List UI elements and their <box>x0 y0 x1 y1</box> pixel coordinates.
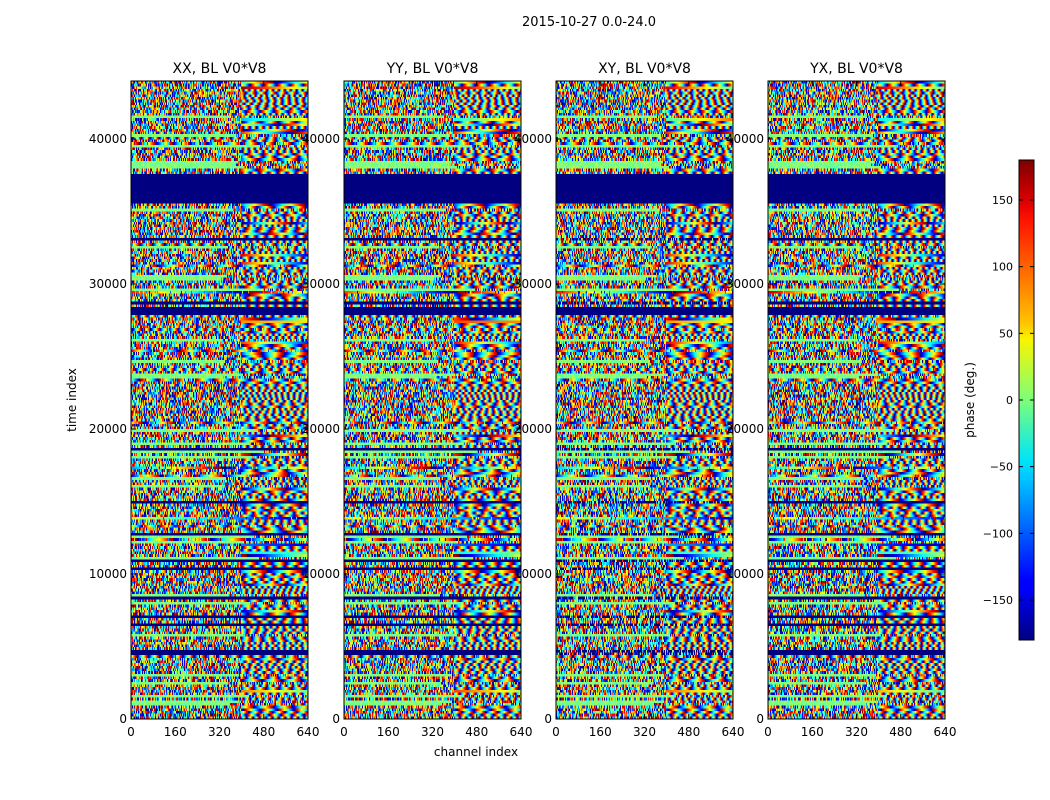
x-tick-label: 320 <box>845 725 868 739</box>
x-tick-label: 320 <box>208 725 231 739</box>
x-tick-label: 160 <box>589 725 612 739</box>
panels-group: XX, BL V0*V8 0 160 320 480 640 0 10000 20000 3000… <box>89 61 957 739</box>
colorbar-tick-label: 0 <box>1006 394 1013 407</box>
colorbar-ticks: −150 −100 −50 0 50 100 150 <box>983 194 1034 607</box>
y-tick-label: 10000 <box>514 567 552 581</box>
x-tick-label: 480 <box>252 725 275 739</box>
x-tick-label: 160 <box>377 725 400 739</box>
y-tick-label: 0 <box>544 712 552 726</box>
y-tick-label: 40000 <box>89 132 127 146</box>
x-tick-label: 480 <box>677 725 700 739</box>
x-tick-label: 640 <box>722 725 745 739</box>
x-tick-label: 480 <box>465 725 488 739</box>
panel-3-heatmap <box>556 81 733 719</box>
y-tick-label: 10000 <box>726 567 764 581</box>
y-tick-label: 40000 <box>726 132 764 146</box>
y-tick-label: 30000 <box>514 277 552 291</box>
y-tick-label: 20000 <box>89 422 127 436</box>
x-tick-label: 320 <box>421 725 444 739</box>
colorbar-tick-label: −50 <box>990 461 1013 474</box>
panel-2: YY, BL V0*V8 0 160 320 480 640 0 10000 20000 3000… <box>302 61 533 739</box>
x-tick-label: 640 <box>934 725 957 739</box>
panel-1: XX, BL V0*V8 0 160 320 480 640 0 10000 20000 3000… <box>89 61 320 739</box>
panel-3: XY, BL V0*V8 0 160 320 480 640 0 10000 20000 3000… <box>514 61 745 739</box>
panel-2-title: YY, BL V0*V8 <box>386 61 479 77</box>
colorbar-tick-label: −100 <box>983 527 1013 540</box>
x-tick-label: 640 <box>297 725 320 739</box>
colorbar-tick-label: −150 <box>983 594 1013 607</box>
y-tick-label: 20000 <box>302 422 340 436</box>
x-tick-label: 0 <box>764 725 772 739</box>
x-tick-label: 320 <box>633 725 656 739</box>
panel-2-heatmap <box>344 81 521 719</box>
y-tick-label: 40000 <box>514 132 552 146</box>
x-tick-label: 0 <box>127 725 135 739</box>
y-tick-label: 40000 <box>302 132 340 146</box>
y-tick-label: 30000 <box>726 277 764 291</box>
panel-1-heatmap <box>131 81 308 719</box>
colorbar: −150 −100 −50 0 50 100 150 phase (deg.) <box>963 159 1035 641</box>
panel-4: YX, BL V0*V8 0 160 320 480 640 0 10000 20000 3000… <box>726 61 957 739</box>
x-tick-label: 480 <box>889 725 912 739</box>
y-tick-label: 30000 <box>89 277 127 291</box>
x-tick-label: 160 <box>164 725 187 739</box>
x-tick-label: 160 <box>801 725 824 739</box>
colorbar-tick-label: 150 <box>992 194 1013 207</box>
panel-4-heatmap <box>768 81 945 719</box>
x-tick-label: 0 <box>340 725 348 739</box>
panel-1-title: XX, BL V0*V8 <box>173 61 267 77</box>
y-tick-label: 0 <box>756 712 764 726</box>
x-axis-label: channel index <box>434 745 518 759</box>
panel-4-title: YX, BL V0*V8 <box>809 61 903 77</box>
y-tick-label: 0 <box>119 712 127 726</box>
colorbar-tick-label: 50 <box>999 327 1013 340</box>
y-tick-label: 20000 <box>514 422 552 436</box>
y-axis-label: time index <box>65 368 79 432</box>
y-tick-label: 10000 <box>302 567 340 581</box>
y-tick-label: 0 <box>332 712 340 726</box>
y-tick-label: 30000 <box>302 277 340 291</box>
figure-suptitle: 2015-10-27 0.0-24.0 <box>522 15 656 30</box>
y-tick-label: 20000 <box>726 422 764 436</box>
x-tick-label: 0 <box>552 725 560 739</box>
y-tick-label: 10000 <box>89 567 127 581</box>
x-tick-label: 640 <box>510 725 533 739</box>
colorbar-label: phase (deg.) <box>963 362 977 438</box>
colorbar-tick-label: 100 <box>992 261 1013 274</box>
panel-3-title: XY, BL V0*V8 <box>598 61 691 77</box>
